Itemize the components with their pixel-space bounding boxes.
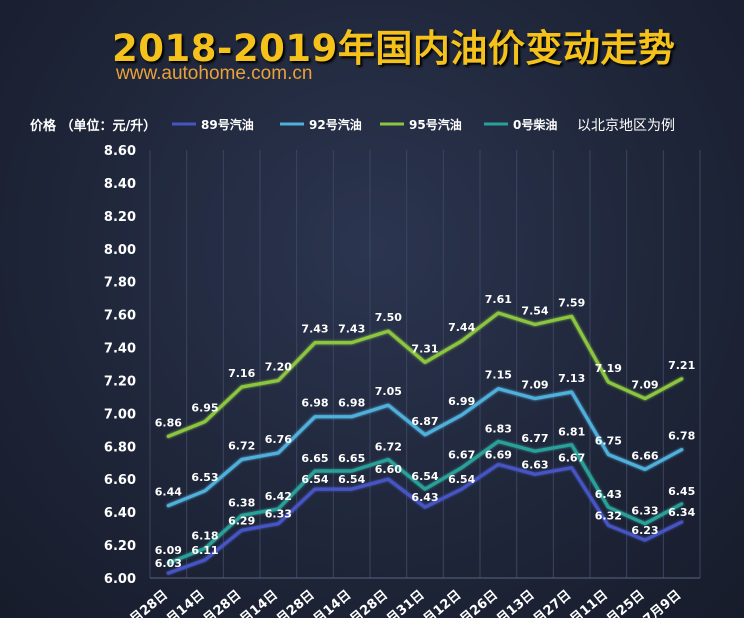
data-label: 6.23 (631, 524, 658, 537)
data-label: 7.61 (485, 293, 512, 306)
y-tick-label: 6.40 (104, 506, 136, 521)
data-label: 6.72 (375, 440, 402, 453)
data-label: 6.72 (228, 439, 255, 452)
x-axis: 12月28日1月14日1月28日2月14日2月28日3月14日3月28日3月31… (114, 588, 685, 618)
data-label: 7.05 (375, 385, 402, 398)
data-label: 6.54 (411, 470, 438, 483)
data-label: 7.31 (411, 342, 438, 355)
data-label: 6.32 (595, 509, 622, 522)
data-label: 6.44 (155, 486, 182, 499)
data-label: 7.13 (558, 372, 585, 385)
y-axis: 6.00 6.20 6.40 6.60 6.80 7.00 7.20 7.40 7.60 7.80… (104, 144, 136, 587)
data-label: 6.76 (265, 433, 292, 446)
data-label: 6.77 (521, 432, 548, 445)
y-axis-label: 价格 （单位：元/升） (30, 118, 156, 134)
y-tick-label: 8.40 (104, 177, 136, 192)
data-label: 6.95 (191, 402, 218, 415)
source-url: www.autohome.com.cn (116, 63, 313, 84)
data-label: 7.21 (668, 359, 695, 372)
legend: 价格 （单位：元/升） 以北京地区为例 89号汽油 92号汽油 95号汽油 0号柴油 (30, 117, 675, 134)
data-label: 6.98 (301, 397, 328, 410)
data-label: 6.78 (668, 430, 695, 443)
y-tick-label: 7.00 (104, 407, 136, 422)
data-label: 6.09 (155, 544, 182, 557)
y-tick-label: 6.80 (104, 440, 136, 455)
data-label: 6.69 (485, 448, 512, 461)
y-tick-label: 6.20 (104, 539, 136, 554)
series-line (166, 387, 684, 508)
grid-lines (149, 150, 701, 579)
data-label: 7.09 (631, 379, 658, 392)
data-label: 6.43 (595, 488, 622, 501)
data-label: 6.33 (265, 508, 292, 521)
data-label: 6.45 (668, 485, 695, 498)
chart-title: 2018-2019年国内油价变动走势 (112, 27, 676, 70)
x-tick-label: 12月28日 (114, 588, 171, 618)
y-tick-label: 7.40 (104, 342, 136, 357)
data-label: 7.43 (301, 323, 328, 336)
series-line (166, 311, 684, 438)
data-label: 6.67 (448, 449, 475, 462)
data-label: 6.18 (191, 529, 218, 542)
y-tick-label: 8.20 (104, 210, 136, 225)
series-lines (166, 311, 684, 575)
y-tick-label: 7.60 (104, 309, 136, 324)
data-label: 6.54 (301, 473, 328, 486)
legend-label: 92号汽油 (309, 117, 362, 132)
data-label: 6.87 (411, 415, 438, 428)
data-label: 6.38 (228, 496, 255, 509)
data-label: 7.16 (228, 367, 255, 380)
data-label: 6.63 (521, 458, 548, 471)
data-label: 6.42 (265, 490, 292, 503)
data-labels: 6.03 6.11 6.29 6.33 6.54 6.54 6.60 6.43 6.54 6.69… (155, 293, 696, 570)
region-note: 以北京地区为例 (577, 118, 675, 134)
legend-label: 95号汽油 (409, 117, 462, 132)
data-label: 6.54 (448, 473, 475, 486)
y-tick-label: 7.20 (104, 374, 136, 389)
data-label: 6.43 (411, 491, 438, 504)
data-label: 6.03 (155, 557, 182, 570)
data-label: 7.19 (595, 362, 622, 375)
legend-label: 89号汽油 (201, 117, 254, 132)
data-label: 7.59 (558, 296, 585, 309)
data-label: 6.67 (558, 452, 585, 465)
y-tick-label: 8.60 (104, 144, 136, 159)
data-label: 6.86 (155, 416, 182, 429)
series-line (166, 439, 684, 565)
data-label: 6.34 (668, 506, 695, 519)
y-tick-label: 7.80 (104, 276, 136, 291)
data-label: 6.98 (338, 397, 365, 410)
data-label: 6.60 (375, 463, 402, 476)
data-label: 6.75 (595, 435, 622, 448)
data-label: 6.29 (228, 514, 255, 527)
data-label: 6.65 (301, 452, 328, 465)
legend-label: 0号柴油 (513, 117, 557, 132)
data-label: 7.20 (265, 360, 292, 373)
data-label: 6.66 (631, 449, 658, 462)
data-label: 7.44 (448, 321, 475, 334)
data-label: 6.33 (631, 505, 658, 518)
data-label: 7.50 (375, 311, 402, 324)
data-label: 6.99 (448, 395, 475, 408)
data-label: 7.15 (485, 369, 512, 382)
data-label: 6.83 (485, 422, 512, 435)
series-line (166, 462, 684, 575)
data-label: 6.54 (338, 473, 365, 486)
y-tick-label: 6.60 (104, 473, 136, 488)
data-label: 7.09 (521, 379, 548, 392)
data-label: 7.54 (521, 304, 548, 317)
data-label: 6.53 (191, 471, 218, 484)
y-tick-label: 8.00 (104, 243, 136, 258)
data-label: 6.11 (191, 544, 218, 557)
x-tick-label: 7月9日 (641, 588, 684, 618)
data-label: 6.81 (558, 426, 585, 439)
data-label: 7.43 (338, 323, 365, 336)
data-label: 6.65 (338, 452, 365, 465)
y-tick-label: 6.00 (104, 572, 136, 587)
